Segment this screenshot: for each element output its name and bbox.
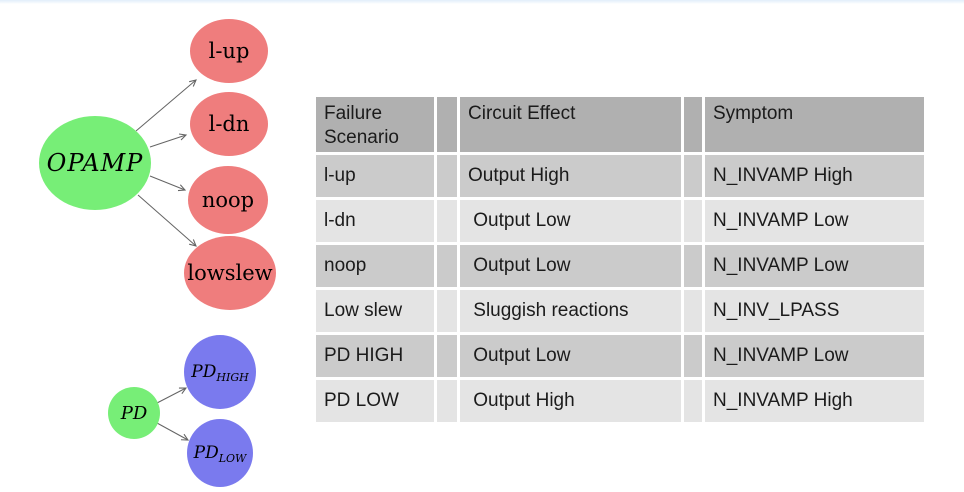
cell-gap	[437, 245, 457, 287]
table-row: Low slew Sluggish reactions N_INV_LPASS	[316, 290, 924, 332]
cell-symptom: N_INVAMP High	[705, 155, 924, 197]
header-circuit-effect: Circuit Effect	[460, 97, 681, 152]
node-pd: PD	[108, 387, 160, 439]
cell-gap	[437, 200, 457, 242]
cell-gap	[437, 380, 457, 422]
opamp-edges	[135, 79, 197, 247]
edge-opamp-lup	[135, 79, 197, 132]
failure-table: Failure Scenario Circuit Effect Symptom …	[313, 94, 927, 425]
node-lowslew: lowslew	[184, 236, 276, 310]
header-gap-2	[684, 97, 702, 152]
node-pd-low-label: PDLOW	[193, 443, 248, 465]
node-l-up-label: l-up	[209, 39, 250, 63]
cell-gap	[684, 245, 702, 287]
cell-symptom: N_INVAMP Low	[705, 335, 924, 377]
node-pd-low: PDLOW	[187, 419, 253, 487]
cell-effect: Output High	[460, 155, 681, 197]
cell-gap	[437, 290, 457, 332]
node-noop: noop	[188, 166, 268, 234]
table-header-row: Failure Scenario Circuit Effect Symptom	[316, 97, 924, 152]
cell-gap	[684, 200, 702, 242]
cell-gap	[684, 155, 702, 197]
edge-opamp-lowslew	[137, 194, 197, 247]
header-failure-scenario: Failure Scenario	[316, 97, 434, 152]
cell-gap	[684, 380, 702, 422]
cell-effect: Sluggish reactions	[460, 290, 681, 332]
node-lowslew-label: lowslew	[187, 261, 272, 285]
table-row: l-up Output High N_INVAMP High	[316, 155, 924, 197]
cell-scenario: l-dn	[316, 200, 434, 242]
edge-opamp-ldn	[149, 133, 188, 148]
node-l-dn: l-dn	[190, 92, 268, 156]
edge-pd-high	[156, 387, 188, 404]
cell-gap	[684, 335, 702, 377]
node-pd-label: PD	[120, 403, 148, 424]
header-gap-1	[437, 97, 457, 152]
node-l-up: l-up	[190, 19, 268, 83]
table-row: l-dn Output Low N_INVAMP Low	[316, 200, 924, 242]
pd-edges	[156, 387, 190, 441]
table-row: noop Output Low N_INVAMP Low	[316, 245, 924, 287]
cell-scenario: PD LOW	[316, 380, 434, 422]
cell-symptom: N_INV_LPASS	[705, 290, 924, 332]
edge-opamp-noop	[149, 175, 187, 192]
cell-scenario: Low slew	[316, 290, 434, 332]
node-opamp-label: OPAMP	[47, 149, 144, 177]
cell-effect: Output Low	[460, 335, 681, 377]
table-row: PD LOW Output High N_INVAMP High	[316, 380, 924, 422]
cell-gap	[437, 335, 457, 377]
header-symptom: Symptom	[705, 97, 924, 152]
cell-gap	[684, 290, 702, 332]
cell-symptom: N_INVAMP Low	[705, 245, 924, 287]
node-opamp: OPAMP	[39, 116, 151, 210]
cell-effect: Output High	[460, 380, 681, 422]
node-pd-high: PDHIGH	[184, 335, 256, 409]
edge-pd-low	[156, 422, 190, 441]
cell-scenario: noop	[316, 245, 434, 287]
table-row: PD HIGH Output Low N_INVAMP Low	[316, 335, 924, 377]
cell-scenario: PD HIGH	[316, 335, 434, 377]
node-pd-high-label: PDHIGH	[190, 362, 249, 384]
cell-effect: Output Low	[460, 245, 681, 287]
cell-effect: Output Low	[460, 200, 681, 242]
cell-symptom: N_INVAMP Low	[705, 200, 924, 242]
cell-gap	[437, 155, 457, 197]
cell-scenario: l-up	[316, 155, 434, 197]
node-noop-label: noop	[202, 188, 254, 212]
cell-symptom: N_INVAMP High	[705, 380, 924, 422]
node-l-dn-label: l-dn	[209, 112, 250, 136]
